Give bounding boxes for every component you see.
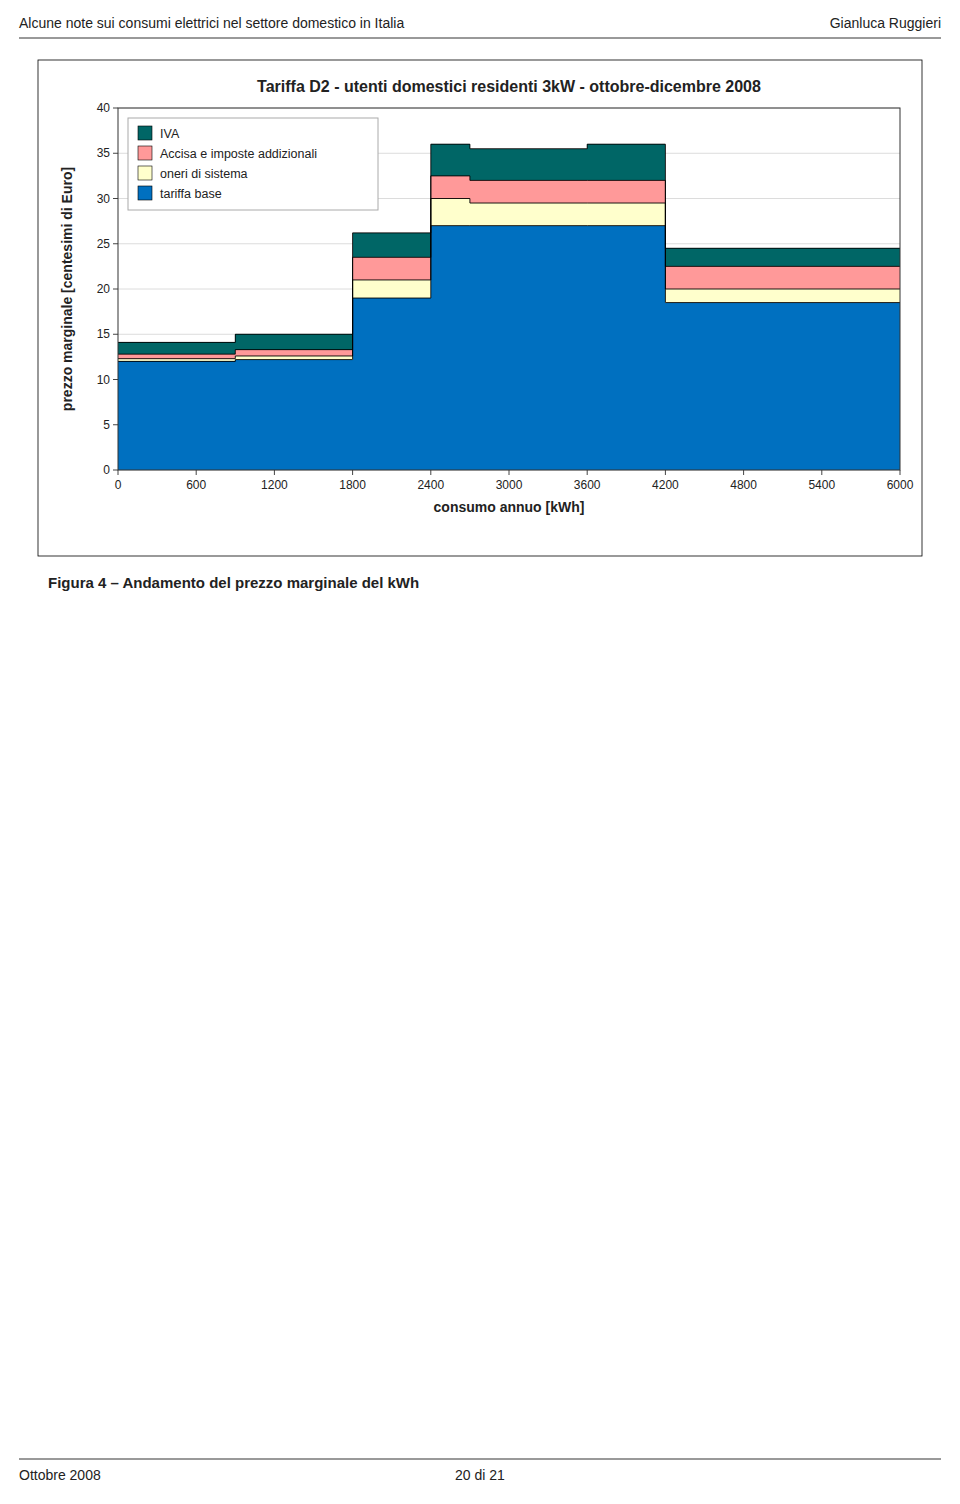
chart-title: Tariffa D2 - utenti domestici residenti … xyxy=(257,78,761,95)
area-segment xyxy=(431,144,470,176)
plot-frame xyxy=(118,108,900,470)
area-segment xyxy=(470,203,587,226)
area-segment xyxy=(665,266,900,289)
legend-label: IVA xyxy=(160,127,180,141)
y-tick xyxy=(113,243,118,244)
y-tick-label: 0 xyxy=(103,463,110,477)
header-right: Gianluca Ruggieri xyxy=(830,15,941,31)
area-segment xyxy=(470,149,587,181)
legend-label: Accisa e imposte addizionali xyxy=(160,147,317,161)
x-tick xyxy=(274,470,275,475)
x-tick xyxy=(743,470,744,475)
x-tick-label: 4200 xyxy=(652,478,679,492)
area-segment xyxy=(235,334,352,349)
x-tick xyxy=(118,470,119,475)
page: Alcune note sui consumi elettrici nel se… xyxy=(0,0,960,1504)
layer-outline xyxy=(118,144,900,342)
header-left: Alcune note sui consumi elettrici nel se… xyxy=(19,15,404,31)
area-segment xyxy=(587,144,665,180)
x-tick-label: 1200 xyxy=(261,478,288,492)
x-tick xyxy=(509,470,510,475)
footer-left: Ottobre 2008 xyxy=(19,1467,101,1483)
series-area xyxy=(118,144,900,354)
area-segment xyxy=(587,226,665,470)
area-segment xyxy=(353,298,431,470)
legend-label: oneri di sistema xyxy=(160,167,248,181)
area-segment xyxy=(353,257,431,280)
x-tick xyxy=(196,470,197,475)
x-tick-label: 1800 xyxy=(339,478,366,492)
y-tick-label: 15 xyxy=(97,327,111,341)
area-segment xyxy=(118,361,235,470)
layer-outline xyxy=(118,226,900,362)
x-tick-label: 2400 xyxy=(417,478,444,492)
x-tick-label: 3000 xyxy=(496,478,523,492)
x-tick xyxy=(352,470,353,475)
legend-swatch xyxy=(138,126,152,140)
y-tick-label: 25 xyxy=(97,237,111,251)
legend-swatch xyxy=(138,186,152,200)
area-segment xyxy=(470,180,587,203)
area-segment xyxy=(587,203,665,226)
header-rule xyxy=(19,38,941,39)
legend-swatch xyxy=(138,166,152,180)
y-tick-label: 20 xyxy=(97,282,111,296)
footer-center: 20 di 21 xyxy=(455,1467,505,1483)
area-segment xyxy=(665,303,900,470)
y-tick xyxy=(113,379,118,380)
y-tick xyxy=(113,334,118,335)
legend-swatch xyxy=(138,146,152,160)
footer-rule xyxy=(19,1459,941,1460)
figure-caption: Figura 4 – Andamento del prezzo marginal… xyxy=(48,574,419,591)
x-tick-label: 3600 xyxy=(574,478,601,492)
x-tick-label: 0 xyxy=(115,478,122,492)
area-segment xyxy=(431,199,470,226)
area-segment xyxy=(665,248,900,266)
y-tick-label: 30 xyxy=(97,192,111,206)
legend: IVA Accisa e imposte addizionali oneri di … xyxy=(128,118,378,210)
y-tick xyxy=(113,470,118,471)
x-tick xyxy=(821,470,822,475)
y-tick xyxy=(113,289,118,290)
area-segment xyxy=(118,354,235,359)
y-tick-label: 10 xyxy=(97,373,111,387)
series-area xyxy=(118,226,900,470)
legend-box xyxy=(128,118,378,210)
x-axis-label: consumo annuo [kWh] xyxy=(434,499,585,515)
area-segment xyxy=(587,180,665,203)
x-tick-label: 6000 xyxy=(887,478,914,492)
x-tick xyxy=(587,470,588,475)
plot-background xyxy=(118,108,900,470)
y-tick-label: 40 xyxy=(97,101,111,115)
chart-box xyxy=(38,60,922,556)
area-segment xyxy=(431,226,470,470)
y-tick xyxy=(113,108,118,109)
area-segment xyxy=(235,350,352,356)
y-tick xyxy=(113,153,118,154)
area-segment xyxy=(235,356,352,360)
area-segment xyxy=(665,289,900,303)
x-tick-label: 5400 xyxy=(808,478,835,492)
grid xyxy=(118,108,900,470)
x-tick-label: 600 xyxy=(186,478,206,492)
area-segment xyxy=(353,233,431,257)
y-tick xyxy=(113,424,118,425)
legend-label: tariffa base xyxy=(160,187,222,201)
x-tick xyxy=(900,470,901,475)
layer-outline xyxy=(118,199,900,359)
y-tick xyxy=(113,198,118,199)
area-segment xyxy=(431,176,470,199)
x-tick-label: 4800 xyxy=(730,478,757,492)
area-segment xyxy=(353,280,431,298)
area-segment xyxy=(235,360,352,470)
y-tick-label: 35 xyxy=(97,146,111,160)
x-tick xyxy=(430,470,431,475)
x-tick xyxy=(665,470,666,475)
y-tick-label: 5 xyxy=(103,418,110,432)
area-segment xyxy=(470,226,587,470)
y-axis-label: prezzo marginale [centesimi di Euro] xyxy=(59,167,75,411)
area-segment xyxy=(118,342,235,354)
